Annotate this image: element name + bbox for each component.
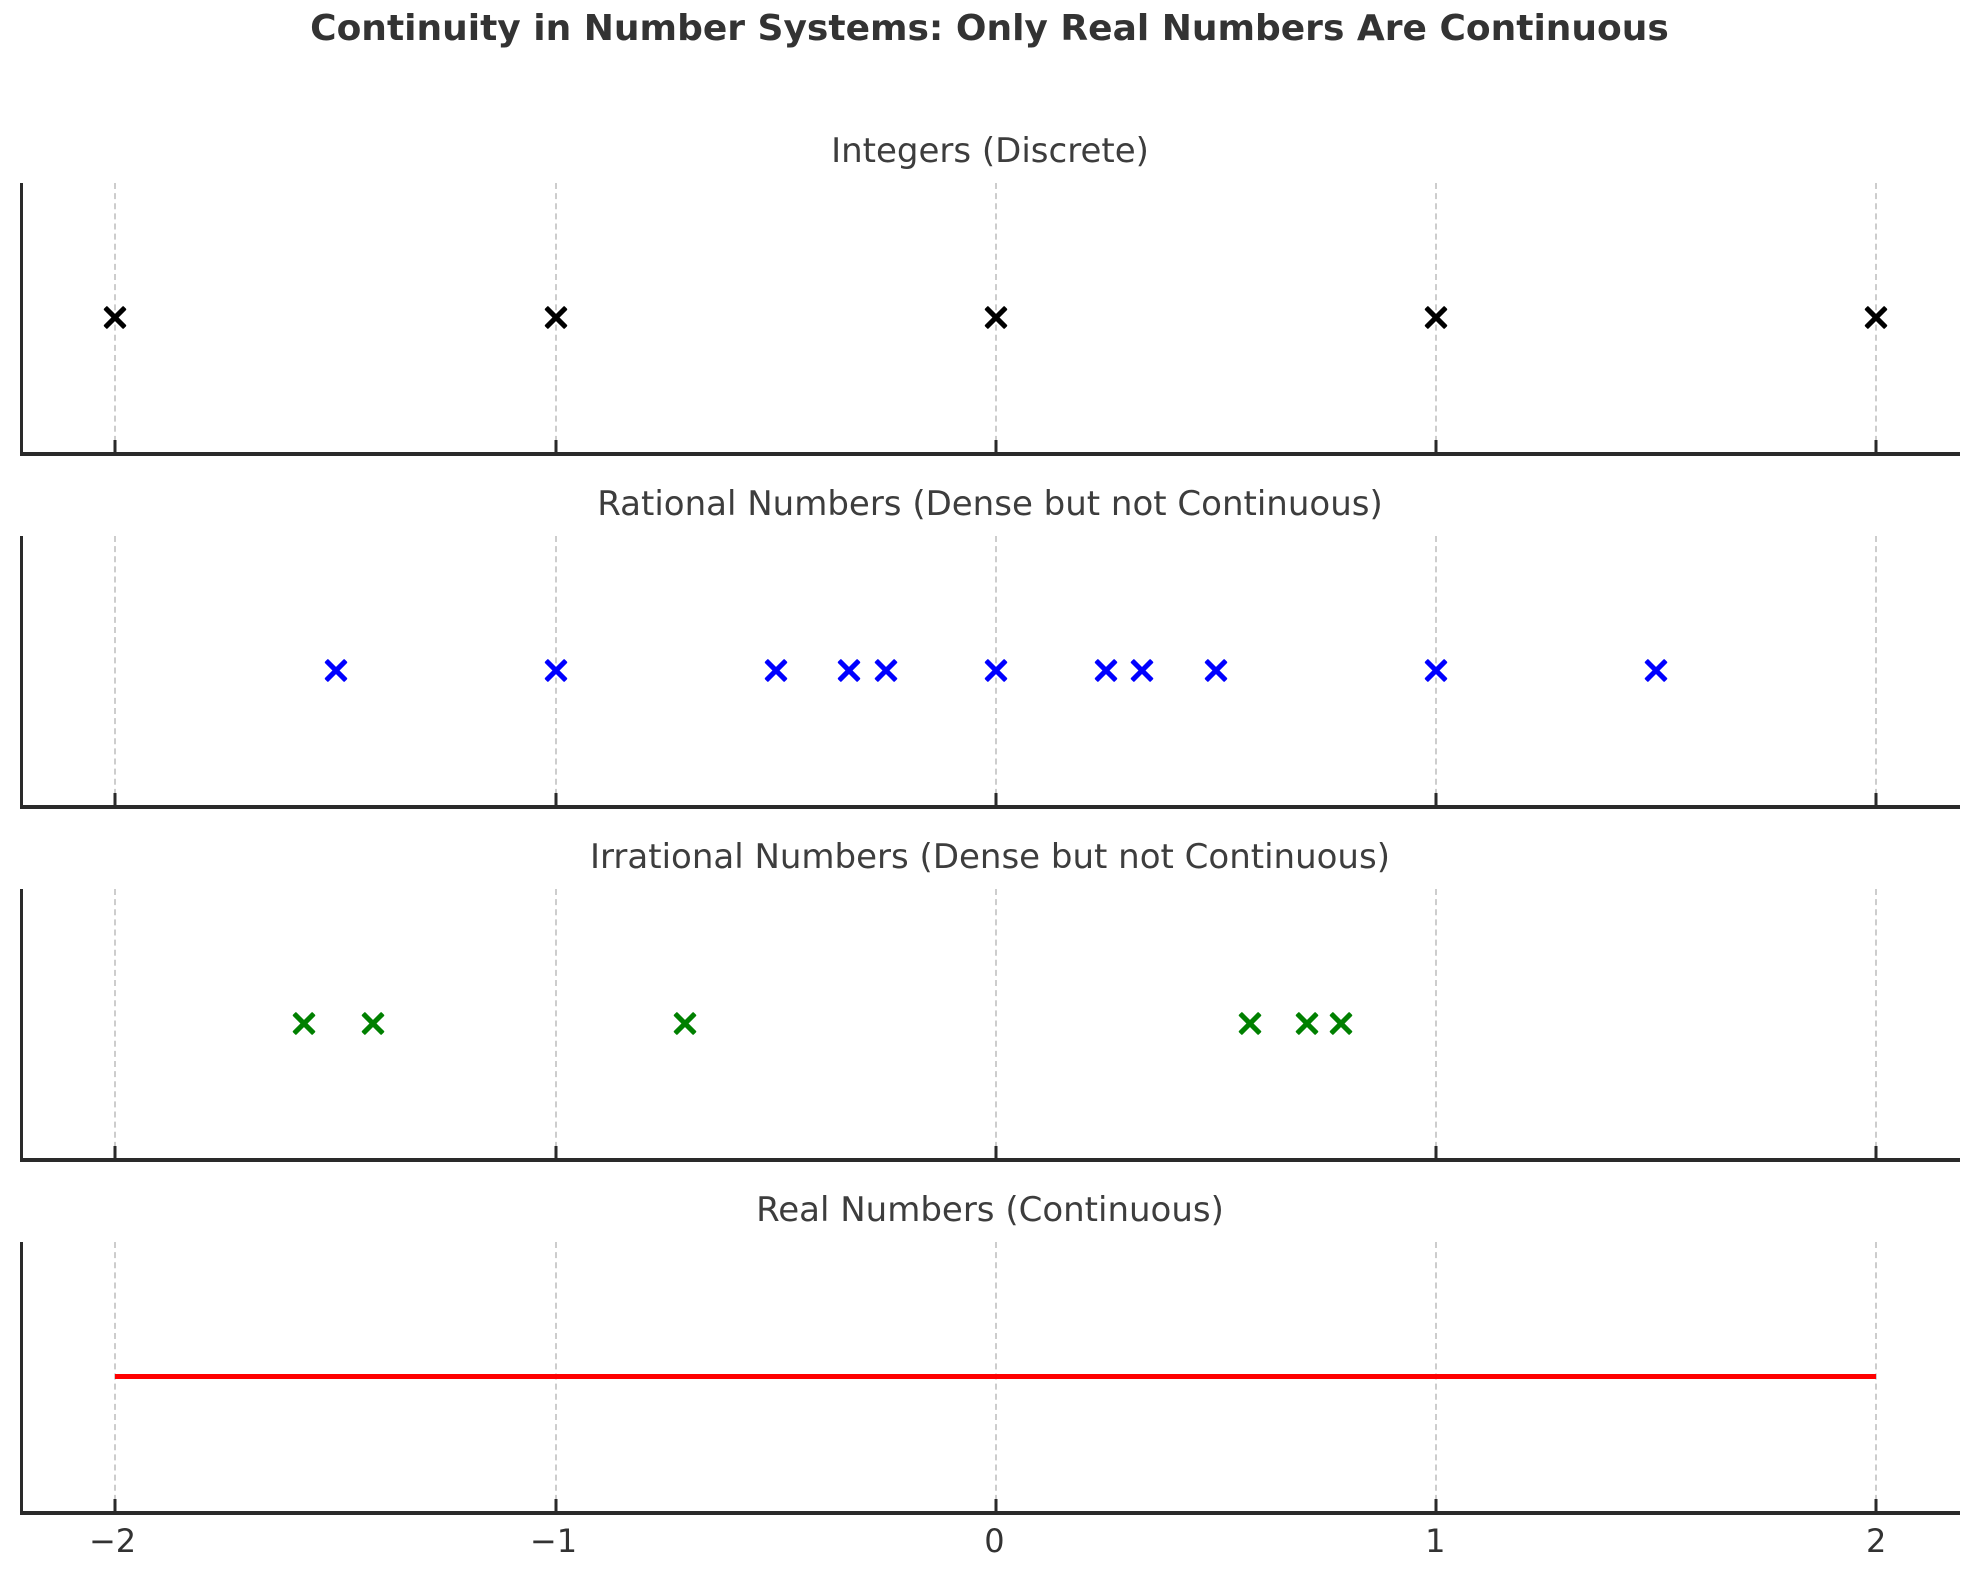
x-marker (546, 661, 566, 681)
rationals-title: Rational Numbers (Dense but not Continuo… (597, 484, 1383, 524)
x-marker (839, 661, 859, 681)
axis-tick (113, 440, 117, 452)
integers-plot-area (20, 183, 1960, 456)
axis-tick (1434, 1146, 1438, 1158)
gridline (1435, 889, 1438, 1158)
x-marker (1206, 661, 1226, 681)
x-marker (986, 308, 1006, 328)
gridline (994, 889, 997, 1158)
x-marker (1646, 661, 1666, 681)
x-tick-label: 0 (984, 1522, 1005, 1560)
axis-tick (994, 440, 998, 452)
axis-tick (1874, 1499, 1878, 1511)
gridline (554, 889, 557, 1158)
axis-tick (1434, 1499, 1438, 1511)
x-marker (546, 308, 566, 328)
x-tick-label: −2 (88, 1522, 137, 1560)
x-marker (1426, 661, 1446, 681)
axis-tick (554, 440, 558, 452)
x-marker (1331, 1014, 1351, 1034)
figure-title: Continuity in Number Systems: Only Real … (310, 8, 1669, 49)
x-marker (1240, 1014, 1260, 1034)
axis-tick (1874, 793, 1878, 805)
x-marker (1132, 661, 1152, 681)
axis-tick (554, 793, 558, 805)
x-tick-label: 1 (1425, 1522, 1446, 1560)
gridline (1875, 889, 1878, 1158)
x-marker (1426, 308, 1446, 328)
axis-tick (994, 1499, 998, 1511)
gridline (1875, 536, 1878, 805)
gridline (114, 889, 117, 1158)
x-marker (363, 1014, 383, 1034)
axis-tick (994, 1146, 998, 1158)
reals-title: Real Numbers (Continuous) (756, 1190, 1224, 1230)
x-marker (876, 661, 896, 681)
x-marker (675, 1014, 695, 1034)
x-marker (1866, 308, 1886, 328)
gridline (114, 536, 117, 805)
axis-tick (1874, 1146, 1878, 1158)
axis-tick (1874, 440, 1878, 452)
x-tick-label: 2 (1866, 1522, 1887, 1560)
x-marker (294, 1014, 314, 1034)
axis-tick (1434, 793, 1438, 805)
gridline (1875, 1242, 1878, 1511)
axis-tick (554, 1146, 558, 1158)
x-marker (1297, 1014, 1317, 1034)
real-number-line (115, 1374, 1877, 1379)
axis-tick (554, 1499, 558, 1511)
irrationals-title: Irrational Numbers (Dense but not Contin… (590, 837, 1390, 877)
axis-tick (113, 1146, 117, 1158)
axis-tick (113, 793, 117, 805)
integers-title: Integers (Discrete) (831, 131, 1149, 171)
x-marker (105, 308, 125, 328)
x-marker (1096, 661, 1116, 681)
axis-tick (1434, 440, 1438, 452)
x-marker (986, 661, 1006, 681)
axis-tick (113, 1499, 117, 1511)
x-marker (326, 661, 346, 681)
x-axis-tick-labels: −2 −1 0 1 2 (20, 1522, 1960, 1566)
irrationals-plot-area (20, 889, 1960, 1162)
axis-tick (994, 793, 998, 805)
x-tick-label: −1 (529, 1522, 578, 1560)
reals-plot-area (20, 1242, 1960, 1515)
x-marker (766, 661, 786, 681)
rationals-plot-area (20, 536, 1960, 809)
